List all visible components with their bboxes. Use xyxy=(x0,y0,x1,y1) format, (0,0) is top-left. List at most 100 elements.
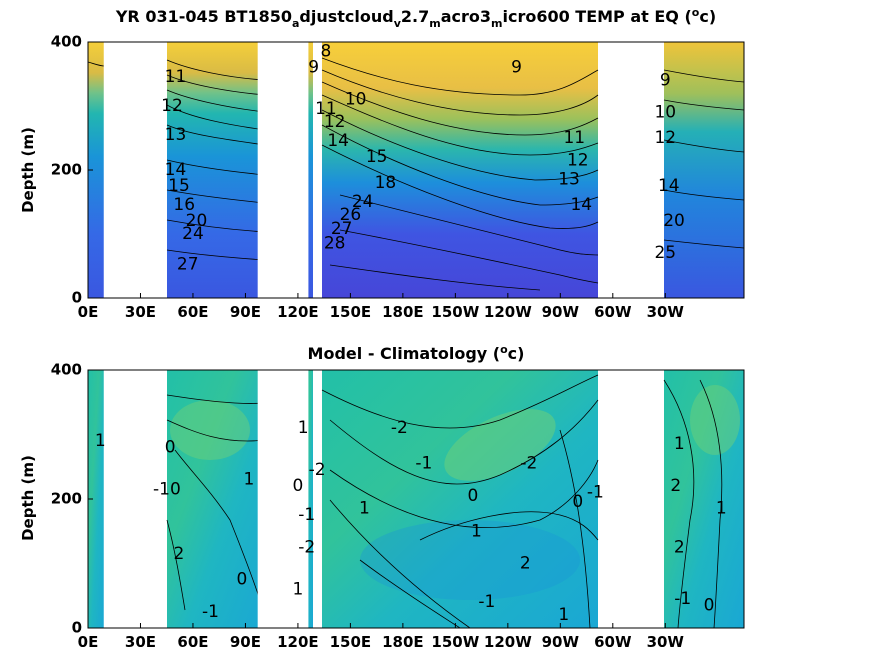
bottom-y-tick-label: 400 xyxy=(51,361,82,379)
top-contour-label: 26 xyxy=(340,205,362,225)
bottom-x-tick-label: 30W xyxy=(647,633,685,651)
top-x-tick-label: 30W xyxy=(647,303,685,321)
bottom-contour-label: -1 xyxy=(202,602,219,622)
bottom-contour-label: 0 xyxy=(293,476,304,496)
top-x-tick-label: 150W xyxy=(431,303,479,321)
top-contour-label: 10 xyxy=(345,90,367,110)
bottom-contour-label: 1 xyxy=(558,605,569,625)
top-y-axis-label: Depth (m) xyxy=(19,127,37,213)
top-contour-label: 27 xyxy=(177,255,199,275)
top-contour-label: 10 xyxy=(654,102,676,122)
top-title-unit-sup: o xyxy=(692,6,700,19)
top-panel-data-region-1 xyxy=(88,42,104,298)
bottom-contour-label: 1 xyxy=(674,434,685,454)
bottom-panel-data-region-4 xyxy=(322,370,598,628)
top-panel-data-region-2 xyxy=(167,42,265,298)
bottom-title-unit-tail: c) xyxy=(508,344,525,363)
top-contour-label: 12 xyxy=(567,150,589,170)
top-contour-label: 27 xyxy=(331,219,353,239)
top-contour-label: 12 xyxy=(324,112,346,132)
bottom-x-tick-label: 30E xyxy=(125,633,156,651)
top-title-unit-tail: c) xyxy=(699,7,716,26)
top-title-prefix: YR 031-045 BT1850 xyxy=(115,7,292,26)
top-contour-label: 11 xyxy=(165,67,187,87)
top-axis-ticks: 0E 30E 60E 90E 120E 150E 180E 150W 120W 90W 60W 30W… xyxy=(51,33,685,322)
bottom-contour-label: 1 xyxy=(95,431,106,451)
top-x-tick-label: 90W xyxy=(542,303,580,321)
bottom-x-tick-label: 120E xyxy=(277,633,319,651)
bottom-contour-label: 1 xyxy=(359,499,370,519)
top-contour-label: 9 xyxy=(308,58,319,78)
bottom-contour-label: 1 xyxy=(471,521,482,541)
bottom-x-tick-label: 150E xyxy=(330,633,372,651)
top-y-tick-label: 200 xyxy=(51,161,82,179)
bottom-contour-label: 1 xyxy=(293,579,304,599)
bottom-x-tick-label: 180E xyxy=(382,633,424,651)
bottom-contour-label: 2 xyxy=(174,544,185,564)
bottom-x-tick-label: 120W xyxy=(484,633,532,651)
top-contour-label: 18 xyxy=(375,173,397,193)
bottom-contour-label: -1 xyxy=(415,454,432,474)
bottom-land-gap xyxy=(301,370,309,628)
bottom-contour-label: 0 xyxy=(704,595,715,615)
bottom-x-tick-label: 60W xyxy=(594,633,632,651)
top-land-gap xyxy=(604,42,652,298)
top-contour-lines xyxy=(87,57,745,291)
bottom-x-tick-label: 150W xyxy=(431,633,479,651)
top-y-tick-label: 400 xyxy=(51,33,82,51)
bottom-contour-label: -1 xyxy=(298,505,315,525)
bottom-x-tick-label: 60E xyxy=(177,633,208,651)
top-contour-label: 12 xyxy=(161,96,183,116)
bottom-panel-data-region-1 xyxy=(88,370,104,628)
top-title-part-2: v xyxy=(394,17,402,30)
top-contour-label: 15 xyxy=(168,176,190,196)
top-contour-label: 15 xyxy=(366,147,388,167)
bottom-contour-label: 0 xyxy=(572,492,583,512)
top-panel-data-region-4 xyxy=(322,42,598,298)
bottom-axis-ticks: 0E 30E 60E 90E 120E 150E 180E 150W 120W 90W 60W 30W… xyxy=(51,361,685,652)
bottom-land-gap xyxy=(257,370,284,628)
bottom-contour-label: 0 xyxy=(467,486,478,506)
top-contour-label: 20 xyxy=(663,211,685,231)
top-contour-label: 9 xyxy=(511,58,522,78)
top-land-gap xyxy=(257,42,284,298)
top-title-part-5: acro3 xyxy=(441,7,491,26)
top-contour-label: 11 xyxy=(563,128,585,148)
bottom-contour-label: 1 xyxy=(298,418,309,438)
top-panel-title: YR 031-045 BT1850adjustcloudv2.7macro3mi… xyxy=(115,6,716,30)
top-x-tick-label: 60E xyxy=(177,303,208,321)
bottom-title-unit-sup: o xyxy=(500,343,508,356)
top-contour-label: 24 xyxy=(182,224,204,244)
bottom-contour-label: -2 xyxy=(298,537,315,557)
top-contour-label: 9 xyxy=(660,70,671,90)
top-title-part-7: icro600 TEMP at EQ ( xyxy=(502,7,691,26)
bottom-y-tick-label: 0 xyxy=(72,619,82,637)
bottom-contour-label: 0 xyxy=(165,437,176,457)
top-land-gap xyxy=(301,42,309,298)
bottom-warm-anomaly-2 xyxy=(170,400,250,460)
bottom-contour-label: -2 xyxy=(520,454,537,474)
top-contour-label: 14 xyxy=(658,176,680,196)
top-title-part-1: djustcloud xyxy=(299,7,393,26)
bottom-panel-title: Model - Climatology (oc) xyxy=(308,343,525,363)
top-x-tick-label: 150E xyxy=(330,303,372,321)
bottom-x-tick-label: 90W xyxy=(542,633,580,651)
top-contour-label: 14 xyxy=(165,160,187,180)
bottom-contour-label: -1 xyxy=(478,592,495,612)
bottom-y-tick-label: 200 xyxy=(51,490,82,508)
top-land-gap xyxy=(103,42,162,298)
bottom-contour-label: 2 xyxy=(674,537,685,557)
bottom-x-tick-label: 90E xyxy=(230,633,261,651)
top-contour-label: 24 xyxy=(352,192,374,212)
top-x-tick-label: 120W xyxy=(484,303,532,321)
top-x-tick-label: 0E xyxy=(78,303,99,321)
top-x-tick-label: 180E xyxy=(382,303,424,321)
bottom-contour-label: 1 xyxy=(716,499,727,519)
top-contour-label: 13 xyxy=(165,125,187,145)
bottom-contour-label: -1 xyxy=(153,479,170,499)
top-contour-label: 11 xyxy=(315,99,337,119)
top-contour-label: 14 xyxy=(327,131,349,151)
